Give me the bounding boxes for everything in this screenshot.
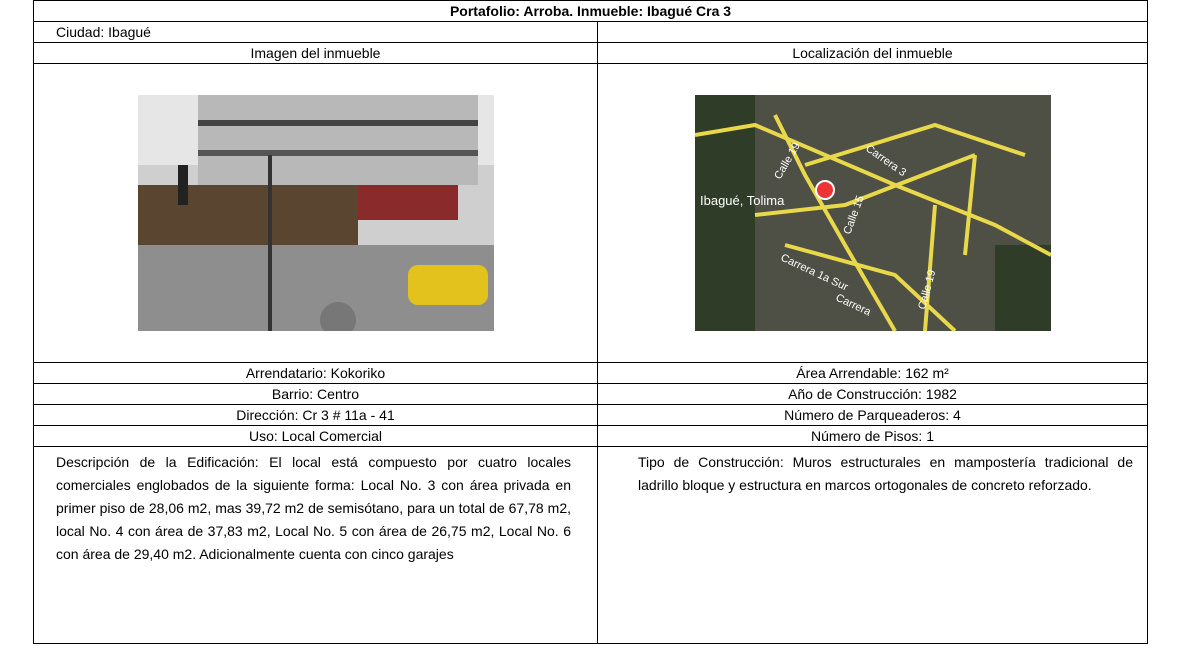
title: Portafolio: Arroba. Inmueble: Ibagué Cra… bbox=[32, 0, 1149, 22]
location-label: Localización del inmueble bbox=[596, 42, 1149, 64]
neighborhood: Barrio: Centro bbox=[33, 383, 598, 405]
location-map: Ibagué, Tolima Calle 19 Carrera 3 Calle … bbox=[694, 95, 1051, 331]
tenant: Arrendatario: Kokoriko bbox=[33, 362, 598, 384]
building-photo bbox=[137, 95, 494, 331]
leasable-area: Área Arrendable: 162 m² bbox=[596, 362, 1149, 384]
map-cell: Ibagué, Tolima Calle 19 Carrera 3 Calle … bbox=[596, 63, 1149, 363]
construction-year: Año de Construcción: 1982 bbox=[596, 383, 1149, 405]
city: Ciudad: Ibagué bbox=[33, 21, 598, 43]
floors: Número de Pisos: 1 bbox=[596, 425, 1149, 447]
image-label: Imagen del inmueble bbox=[33, 42, 598, 64]
empty-cell bbox=[596, 21, 1149, 43]
image-cell bbox=[33, 63, 598, 363]
use: Uso: Local Comercial bbox=[33, 425, 598, 447]
address: Dirección: Cr 3 # 11a - 41 bbox=[33, 404, 598, 426]
map-label: Ibagué, Tolima bbox=[700, 193, 785, 208]
construction-type: Tipo de Construcción: Muros estructurale… bbox=[596, 446, 1149, 644]
property-sheet: Portafolio: Arroba. Inmueble: Ibagué Cra… bbox=[32, 0, 1149, 644]
parking: Número de Parqueaderos: 4 bbox=[596, 404, 1149, 426]
description: Descripción de la Edificación: El local … bbox=[33, 446, 598, 644]
